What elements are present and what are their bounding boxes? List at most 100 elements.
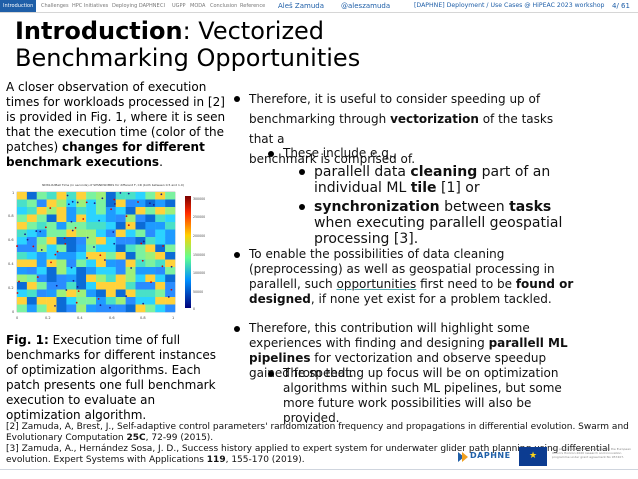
reference-text: [3] Zamuda, A., Hernández Sosa, J. D., S… <box>6 444 610 465</box>
bullet-text: benchmarking through vectorization of th… <box>249 109 562 149</box>
heatmap-patch <box>86 267 97 275</box>
emphasis: parallell ML pipelines <box>249 336 568 365</box>
heatmap-patch <box>155 222 166 230</box>
emphasis: tasks <box>509 199 552 215</box>
heatmap-patch <box>145 304 156 313</box>
heatmap-patch <box>135 252 146 260</box>
heatmap-patch <box>17 222 28 230</box>
text-part: [1] or <box>436 180 480 196</box>
heatmap-point <box>76 285 79 288</box>
heatmap-patch <box>36 192 47 200</box>
heatmap-patch <box>76 199 87 208</box>
heatmap-patch <box>76 304 87 313</box>
heatmap-patch <box>76 289 87 298</box>
heatmap-point <box>109 306 111 309</box>
heatmap-patch <box>26 282 37 290</box>
heatmap-patch <box>96 282 107 290</box>
nav-ugpp[interactable]: UGPP <box>172 3 186 9</box>
heatmap-patch <box>17 244 28 253</box>
heatmap-patch <box>125 252 136 260</box>
nav-hpc-initiatives[interactable]: HPC Initiatives <box>72 3 109 9</box>
heatmap-patch <box>96 207 107 215</box>
x-tick: 0.4 <box>77 316 83 320</box>
nav-challenges[interactable]: Challenges <box>41 3 69 9</box>
text-part: for vectorization and observe speedup ga… <box>249 351 547 380</box>
heatmap-patch <box>17 282 28 290</box>
heatmap-patch <box>165 237 176 245</box>
heatmap-patch <box>46 207 57 215</box>
heatmap-patch <box>46 229 57 238</box>
heatmap-point <box>167 296 170 298</box>
heatmap-patch <box>96 289 107 298</box>
heatmap-point <box>101 197 104 200</box>
bottom-divider <box>0 469 638 470</box>
heatmap-patch <box>36 267 47 275</box>
text-part: when executing parallell geospatial proc… <box>314 215 563 247</box>
heatmap-point <box>112 231 115 233</box>
heatmap-patch <box>56 214 67 223</box>
sub-bullet-item-focus: The speeding up focus will be on optimiz… <box>266 366 588 426</box>
colorbar-tick: 250000 <box>193 215 205 219</box>
heatmap-patch <box>96 244 107 253</box>
nav-reference[interactable]: Reference <box>240 3 266 9</box>
heatmap-point <box>142 302 145 305</box>
heatmap-patch <box>56 297 67 305</box>
heatmap-patch <box>66 244 77 253</box>
nav-ci[interactable]: CI <box>160 3 165 9</box>
x-tick: 1 <box>172 316 174 320</box>
heatmap-patch <box>66 297 77 305</box>
heatmap-point <box>63 237 66 240</box>
heatmap-point <box>71 229 74 232</box>
nav-moda[interactable]: MODA <box>190 3 206 9</box>
heatmap-patch <box>56 274 67 283</box>
heatmap-patch <box>105 274 116 283</box>
heatmap-patch <box>76 282 87 290</box>
heatmap-point <box>113 242 116 245</box>
heatmap-patch <box>46 289 57 298</box>
bullet-emphasis: vectorization <box>390 112 479 126</box>
heatmap-patch <box>56 282 67 290</box>
heatmap-patch <box>66 237 77 245</box>
heatmap-patch <box>125 282 136 290</box>
heatmap-patch <box>135 289 146 298</box>
sub-bullet-list-3: The speeding up focus will be on optimiz… <box>266 366 588 426</box>
link-opportunities[interactable]: opportunities <box>336 277 417 291</box>
heatmap-patch <box>145 267 156 275</box>
twitter-handle[interactable]: @aleszamuda <box>341 2 391 10</box>
heatmap-patch <box>36 274 47 283</box>
intro-text: A closer observation of execution times … <box>6 80 226 154</box>
heatmap-patch <box>66 252 77 260</box>
heatmap-patch <box>155 267 166 275</box>
nav-deploying-daphne[interactable]: Deploying DAPHNE <box>112 3 160 9</box>
x-tick: 0.8 <box>140 316 146 320</box>
heatmap-patch <box>36 199 47 208</box>
heatmap-patch <box>56 229 67 238</box>
heatmap-patch <box>165 207 176 215</box>
heatmap-patch <box>155 252 166 260</box>
heatmap-patch <box>36 289 47 298</box>
heatmap-patch <box>105 267 116 275</box>
bullet-list-2: To enable the possibilities of data clea… <box>232 247 577 307</box>
heatmap-patch <box>135 304 146 313</box>
nav-introduction[interactable]: Introduction <box>0 0 37 12</box>
heatmap-patch <box>26 222 37 230</box>
heatmap-patch <box>105 297 116 305</box>
heatmap-point <box>66 194 69 197</box>
heatmap-patch <box>96 267 107 275</box>
heatmap-patch <box>17 214 28 223</box>
heatmap-patch <box>165 214 176 223</box>
heatmap-patch <box>145 297 156 305</box>
heatmap-patch <box>76 237 87 245</box>
heatmap-patch <box>145 237 156 245</box>
heatmap-point <box>74 226 77 229</box>
bullet-dot <box>234 326 240 332</box>
text-part: between <box>439 199 510 215</box>
header-breadcrumb: [DAPHNE] Deployment / Use Cases @ HiPEAC… <box>414 2 605 9</box>
heatmap-patch <box>155 297 166 305</box>
bullet-list-1: Therefore, it is useful to consider spee… <box>232 89 562 169</box>
heatmap-point <box>50 261 52 264</box>
text-part: Therefore, this contribution will highli… <box>249 321 530 350</box>
heatmap-patch <box>26 229 37 238</box>
nav-conclusion[interactable]: Conclusion <box>210 3 238 9</box>
heatmap-patch <box>115 304 126 313</box>
